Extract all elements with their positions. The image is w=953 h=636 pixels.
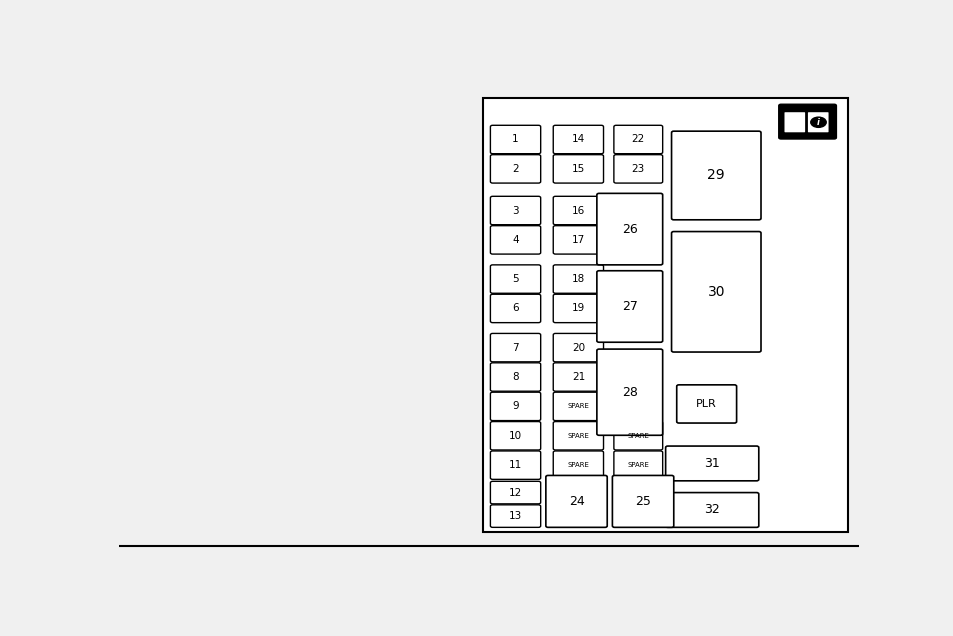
Text: 24: 24 xyxy=(568,495,584,508)
FancyBboxPatch shape xyxy=(490,294,540,322)
FancyBboxPatch shape xyxy=(676,385,736,423)
FancyBboxPatch shape xyxy=(553,155,603,183)
FancyBboxPatch shape xyxy=(612,476,673,527)
Text: 26: 26 xyxy=(621,223,637,235)
FancyBboxPatch shape xyxy=(807,112,828,132)
FancyBboxPatch shape xyxy=(613,155,662,183)
FancyBboxPatch shape xyxy=(490,125,540,154)
Text: 10: 10 xyxy=(509,431,521,441)
FancyBboxPatch shape xyxy=(613,422,662,450)
FancyBboxPatch shape xyxy=(490,481,540,504)
Text: 1: 1 xyxy=(512,134,518,144)
FancyBboxPatch shape xyxy=(665,446,758,481)
FancyBboxPatch shape xyxy=(490,197,540,225)
FancyBboxPatch shape xyxy=(490,333,540,362)
Text: 22: 22 xyxy=(631,134,644,144)
Text: 9: 9 xyxy=(512,401,518,411)
FancyBboxPatch shape xyxy=(553,294,603,322)
FancyBboxPatch shape xyxy=(553,363,603,391)
Text: 32: 32 xyxy=(703,504,720,516)
Text: 18: 18 xyxy=(571,274,584,284)
Text: 15: 15 xyxy=(571,164,584,174)
FancyBboxPatch shape xyxy=(597,271,662,342)
FancyBboxPatch shape xyxy=(665,492,758,527)
Text: SPARE: SPARE xyxy=(627,432,649,439)
Text: 16: 16 xyxy=(571,205,584,216)
Text: 25: 25 xyxy=(635,495,650,508)
FancyBboxPatch shape xyxy=(553,392,603,420)
Text: 13: 13 xyxy=(508,511,521,521)
Text: 31: 31 xyxy=(703,457,720,470)
Text: 29: 29 xyxy=(707,169,724,183)
FancyBboxPatch shape xyxy=(553,125,603,154)
Text: PLR: PLR xyxy=(696,399,717,409)
Text: 2: 2 xyxy=(512,164,518,174)
FancyBboxPatch shape xyxy=(597,349,662,435)
Text: SPARE: SPARE xyxy=(627,462,649,468)
FancyBboxPatch shape xyxy=(553,226,603,254)
Circle shape xyxy=(810,117,825,127)
Text: 11: 11 xyxy=(508,460,521,470)
FancyBboxPatch shape xyxy=(553,422,603,450)
FancyBboxPatch shape xyxy=(671,232,760,352)
FancyBboxPatch shape xyxy=(490,265,540,293)
Text: 3: 3 xyxy=(512,205,518,216)
FancyBboxPatch shape xyxy=(490,505,540,527)
FancyBboxPatch shape xyxy=(597,193,662,265)
FancyBboxPatch shape xyxy=(671,131,760,220)
Text: SPARE: SPARE xyxy=(567,403,589,410)
Text: 30: 30 xyxy=(707,285,724,299)
FancyBboxPatch shape xyxy=(490,363,540,391)
FancyBboxPatch shape xyxy=(613,125,662,154)
Text: 20: 20 xyxy=(571,343,584,352)
Text: 27: 27 xyxy=(621,300,637,313)
Text: 23: 23 xyxy=(631,164,644,174)
FancyBboxPatch shape xyxy=(783,112,804,132)
FancyBboxPatch shape xyxy=(490,155,540,183)
Text: SPARE: SPARE xyxy=(567,432,589,439)
FancyBboxPatch shape xyxy=(553,197,603,225)
Text: 21: 21 xyxy=(571,372,584,382)
Text: 6: 6 xyxy=(512,303,518,314)
FancyBboxPatch shape xyxy=(613,451,662,480)
Text: i: i xyxy=(816,118,819,127)
Text: 5: 5 xyxy=(512,274,518,284)
FancyBboxPatch shape xyxy=(490,226,540,254)
FancyBboxPatch shape xyxy=(553,265,603,293)
Text: 19: 19 xyxy=(571,303,584,314)
FancyBboxPatch shape xyxy=(553,451,603,480)
FancyBboxPatch shape xyxy=(545,476,606,527)
FancyBboxPatch shape xyxy=(553,333,603,362)
FancyBboxPatch shape xyxy=(490,422,540,450)
Text: 7: 7 xyxy=(512,343,518,352)
Text: 17: 17 xyxy=(571,235,584,245)
Bar xyxy=(482,99,846,532)
Text: 8: 8 xyxy=(512,372,518,382)
Text: SPARE: SPARE xyxy=(567,462,589,468)
Text: 28: 28 xyxy=(621,385,637,399)
FancyBboxPatch shape xyxy=(778,104,836,139)
Text: 14: 14 xyxy=(571,134,584,144)
FancyBboxPatch shape xyxy=(490,392,540,420)
Text: 12: 12 xyxy=(508,488,521,497)
Text: 4: 4 xyxy=(512,235,518,245)
FancyBboxPatch shape xyxy=(490,451,540,480)
